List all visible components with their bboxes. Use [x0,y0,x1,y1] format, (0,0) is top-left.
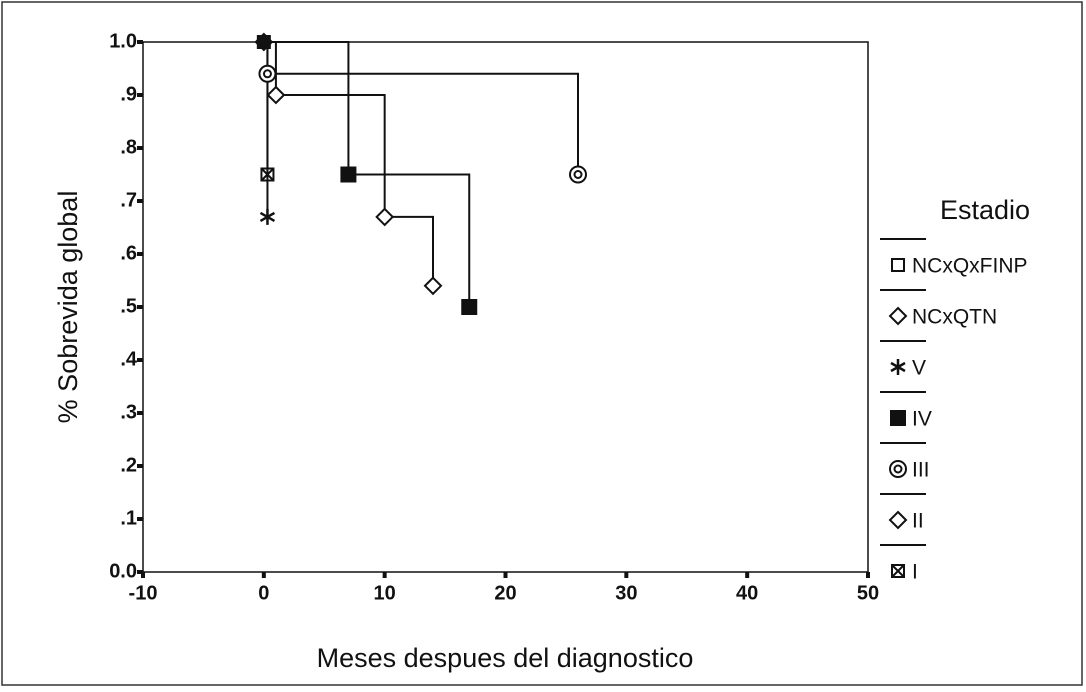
censor-marker-part [258,64,277,83]
y-axis-label: % Sobrevida global [53,191,83,424]
legend-marker [891,564,905,578]
y-tick-label: .6 [120,242,137,264]
legend-label: NCxQxFINP [912,255,1028,278]
y-tick-label: .1 [120,507,137,529]
censor-marker [258,64,277,83]
censor-marker-part [259,208,276,225]
x-tick-label: 50 [857,582,879,604]
censor-marker [259,208,276,225]
survival-line [263,41,471,307]
survival-line [263,41,579,175]
y-tick-label: .9 [120,83,137,105]
legend-label: NCxQTN [912,306,997,329]
legend-marker-part [893,464,903,474]
x-tick-label: -10 [129,582,158,604]
y-tick-label: .7 [120,189,137,211]
censor-marker [266,85,286,105]
x-tick-label: 30 [615,582,637,604]
survival-line [263,41,434,286]
censor-marker [461,299,478,315]
x-tick-label: 20 [494,582,516,604]
legend-marker [889,460,907,478]
legend-marker-part [890,410,906,426]
legend-marker-part [891,564,905,578]
legend-label: III [912,459,930,482]
censor-marker-part [266,85,286,105]
censor-marker [260,167,275,182]
legend-label: I [912,561,918,584]
legend-label: IV [912,408,932,431]
legend-marker-part [888,306,908,326]
y-tick-label: .5 [120,295,137,317]
y-tick-label: .3 [120,401,137,423]
y-tick-label: 1.0 [109,30,137,52]
legend-label: II [912,510,924,533]
censor-marker [423,276,443,296]
legend-marker [888,510,908,530]
censor-marker-part [340,166,357,183]
survival-line [263,41,269,175]
censor-marker-part [423,276,443,296]
legend-marker-part [889,460,907,478]
censor-marker-part [260,167,275,182]
censor-marker-part [262,69,272,79]
x-axis-label: Meses despues del diagnostico [317,643,694,673]
censor-marker [375,207,395,227]
legend-marker-part [891,258,905,272]
legend-marker [890,359,906,375]
censor-marker-part [569,165,587,184]
censor-marker-part [260,167,275,182]
start-point [256,35,271,49]
y-tick-label: 0.0 [109,560,137,582]
legend-marker-part [891,564,905,578]
plot-area [142,41,869,573]
censor-marker [569,165,587,184]
y-tick-label: .8 [120,136,137,158]
x-tick-label: 0 [258,582,269,604]
censor-marker [340,166,357,183]
censor-marker-part [461,299,478,315]
y-tick-label: .2 [120,454,137,476]
y-tick-label: .4 [120,348,138,370]
legend-marker [890,410,906,426]
legend-marker-part [890,359,906,375]
x-tick-label: 40 [736,582,758,604]
legend-marker [891,258,905,272]
legend-title: Estadio [940,195,1030,225]
censor-marker-part [375,207,395,227]
censor-marker-part [573,170,583,179]
legend-marker-part [888,510,908,530]
x-tick-label: 10 [374,582,396,604]
legend-label: V [912,357,926,380]
legend-marker [888,306,908,326]
